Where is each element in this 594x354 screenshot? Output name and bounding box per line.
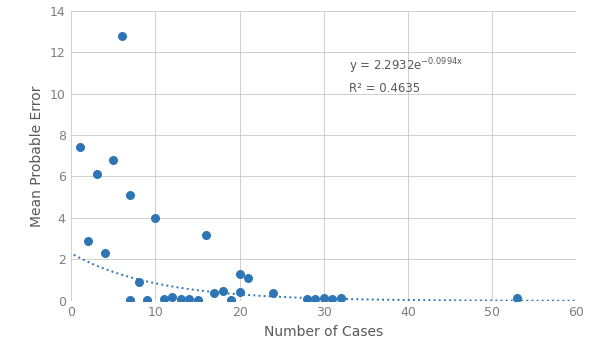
Point (319, 295, 328, 301)
Point (109, 157, 118, 163)
Point (168, 294, 177, 299)
Point (210, 290, 219, 296)
Point (311, 296, 320, 302)
Point (91, 172, 101, 177)
Point (134, 279, 143, 285)
Point (117, 33, 127, 38)
Point (75, 145, 84, 150)
Point (327, 296, 337, 302)
Point (151, 215, 160, 221)
Point (125, 192, 135, 198)
Point (302, 296, 312, 302)
Point (235, 271, 244, 277)
Point (176, 296, 185, 302)
Point (159, 296, 169, 302)
X-axis label: Number of Cases: Number of Cases (264, 325, 383, 339)
Point (268, 290, 278, 296)
Point (218, 288, 228, 293)
Point (513, 295, 522, 301)
Point (142, 297, 151, 303)
Point (243, 275, 252, 281)
Point (336, 295, 345, 301)
Point (201, 232, 211, 238)
Point (235, 289, 244, 295)
Point (125, 297, 135, 303)
Point (100, 250, 110, 256)
Point (226, 297, 236, 303)
Point (192, 297, 202, 303)
Point (184, 296, 194, 302)
Y-axis label: Mean Probable Error: Mean Probable Error (30, 85, 45, 227)
Text: y = 2.2932e$^{\mathregular{-0.0994x}}$
R² = 0.4635: y = 2.2932e$^{\mathregular{-0.0994x}}$ R… (349, 56, 463, 95)
Point (83, 238, 93, 244)
